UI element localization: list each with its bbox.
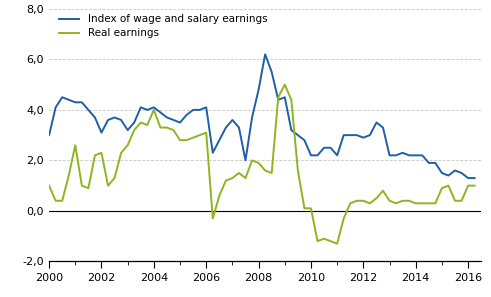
Index of wage and salary earnings: [177, 121, 183, 124]
Real earnings: [177, 138, 183, 142]
Index of wage and salary earnings: [151, 106, 157, 109]
Real earnings: [472, 184, 478, 187]
Real earnings: [229, 176, 235, 180]
Real earnings: [282, 83, 288, 86]
Real earnings: [79, 184, 85, 187]
Index of wage and salary earnings: [465, 176, 471, 180]
Real earnings: [151, 108, 157, 112]
Index of wage and salary earnings: [262, 53, 268, 56]
Index of wage and salary earnings: [386, 154, 392, 157]
Legend: Index of wage and salary earnings, Real earnings: Index of wage and salary earnings, Real …: [58, 14, 268, 38]
Line: Real earnings: Real earnings: [49, 85, 475, 244]
Real earnings: [393, 202, 399, 205]
Index of wage and salary earnings: [79, 101, 85, 104]
Index of wage and salary earnings: [46, 133, 52, 137]
Line: Index of wage and salary earnings: Index of wage and salary earnings: [49, 54, 475, 178]
Real earnings: [334, 242, 340, 245]
Index of wage and salary earnings: [229, 118, 235, 122]
Real earnings: [236, 171, 242, 175]
Real earnings: [46, 184, 52, 187]
Index of wage and salary earnings: [472, 176, 478, 180]
Index of wage and salary earnings: [236, 126, 242, 129]
